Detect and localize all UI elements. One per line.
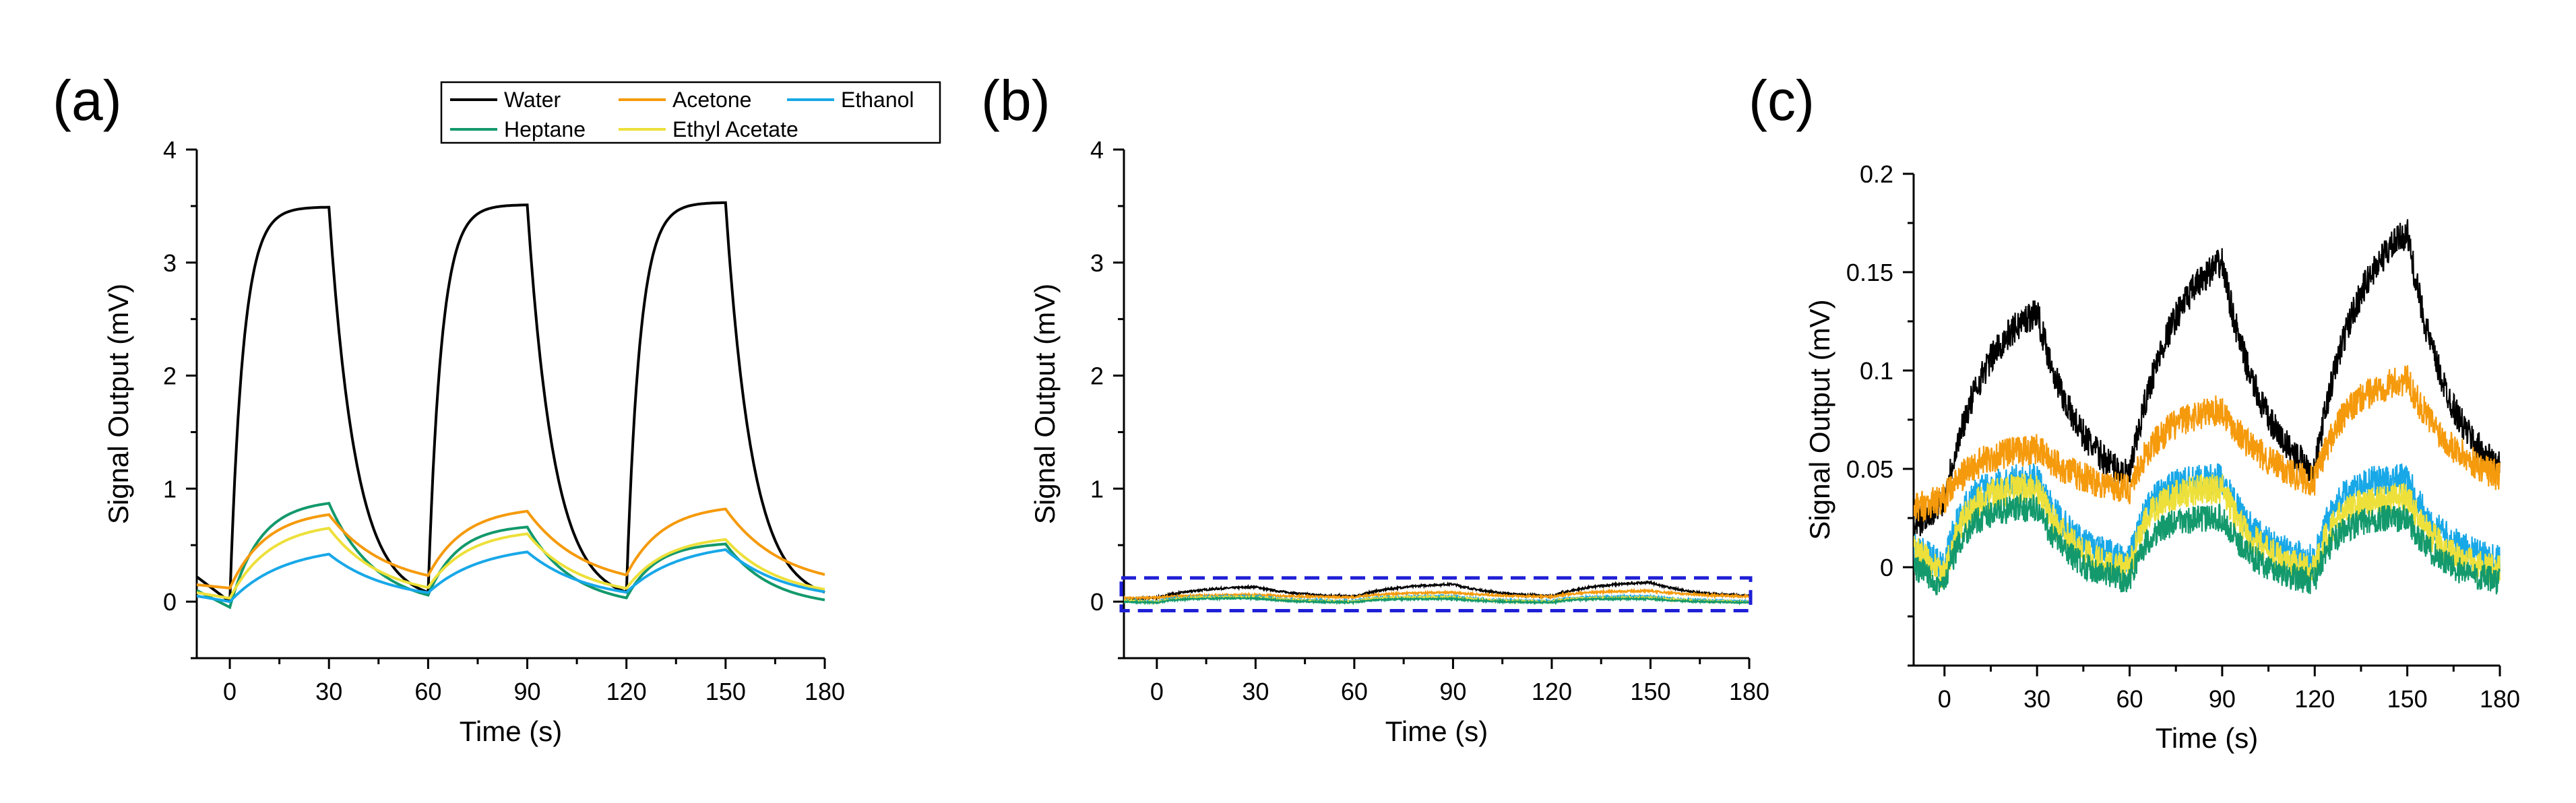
y-tick-label: 2	[163, 362, 177, 390]
series-line-acetone	[197, 507, 825, 590]
series-line-heptane	[1124, 594, 1750, 606]
x-axis-title: Time (s)	[1385, 715, 1488, 747]
y-axis-title: Signal Output (mV)	[102, 284, 134, 524]
x-tick-label: 180	[2480, 685, 2520, 713]
legend-box	[440, 81, 941, 144]
x-tick-label: 120	[2294, 685, 2335, 713]
y-tick-label: 2	[1090, 362, 1104, 390]
x-tick-label: 60	[1341, 678, 1368, 705]
series-line-acetone	[1124, 587, 1750, 601]
x-tick-label: 150	[2387, 685, 2428, 713]
y-tick-label: 0.15	[1846, 259, 1893, 286]
x-tick-label: 150	[705, 678, 746, 705]
x-tick-label: 0	[1150, 678, 1164, 705]
panel-c: (c) 0 30 60 90 120 150 180 0 0.05 0.1 0.15 0.2 Time (…	[1749, 69, 2520, 754]
x-tick-label: 30	[1242, 678, 1269, 705]
x-tick-label: 90	[2209, 685, 2236, 713]
y-tick-label: 0.1	[1860, 357, 1893, 385]
y-tick-label: 0	[1090, 588, 1104, 616]
x-tick-label: 0	[223, 678, 237, 705]
panel-label-c: (c)	[1749, 69, 1815, 132]
legend-label-acetone: Acetone	[672, 88, 751, 112]
y-axis-title: Signal Output (mV)	[1029, 284, 1061, 524]
legend-label-ethanol: Ethanol	[841, 88, 914, 112]
y-tick-label: 3	[1090, 249, 1104, 277]
x-tick-label: 180	[805, 678, 845, 705]
y-tick-label: 0	[1880, 554, 1893, 581]
series-line-heptane	[197, 501, 825, 610]
y-axis-title: Signal Output (mV)	[1804, 299, 1835, 540]
y-tick-label: 0.2	[1860, 160, 1893, 188]
x-tick-label: 30	[2023, 685, 2050, 713]
legend: Water Acetone Ethanol Heptane Ethyl Acetate	[440, 81, 941, 144]
x-tick-label: 90	[514, 678, 541, 705]
x-tick-label: 60	[414, 678, 441, 705]
x-axis-title: Time (s)	[460, 715, 562, 747]
x-tick-label: 60	[2116, 685, 2143, 713]
x-tick-label: 180	[1729, 678, 1769, 705]
x-tick-label: 0	[1938, 685, 1951, 713]
panel-a: (a) 0 30 60 90 120 150 180 0 1 2 3 4 Time (s) Signal O…	[53, 69, 845, 747]
series-line-water	[197, 201, 825, 604]
series-line-heptane	[1914, 492, 2501, 596]
x-axis-title: Time (s)	[2156, 722, 2258, 754]
x-tick-label: 120	[606, 678, 647, 705]
y-tick-label: 4	[163, 136, 177, 164]
series-line-acetone	[1914, 365, 2501, 523]
legend-label-ethylacetate: Ethyl Acetate	[672, 117, 798, 141]
y-tick-label: 3	[163, 249, 177, 277]
x-tick-label: 30	[315, 678, 342, 705]
series-line-ethylacetate	[1914, 474, 2501, 588]
y-tick-label: 1	[1090, 475, 1104, 503]
x-tick-label: 90	[1439, 678, 1466, 705]
x-tick-label: 150	[1630, 678, 1670, 705]
panel-b: (b) 0 30 60 90 120 150 180 0 1 2 3 4 Time (s) Signal O…	[981, 69, 1769, 747]
legend-label-heptane: Heptane	[504, 117, 586, 141]
x-tick-label: 120	[1532, 678, 1572, 705]
panel-label-b: (b)	[981, 69, 1050, 132]
series-line-ethanol	[197, 548, 825, 604]
legend-label-water: Water	[504, 88, 561, 112]
panel-label-a: (a)	[53, 69, 122, 132]
y-tick-label: 4	[1090, 136, 1104, 164]
zoom-box	[1119, 576, 1753, 613]
series-line-water	[1914, 219, 2501, 537]
y-tick-label: 0	[163, 588, 177, 616]
y-tick-label: 1	[163, 475, 177, 503]
series-line-water	[1124, 579, 1750, 602]
series-line-ethylacetate	[197, 526, 825, 600]
y-tick-label: 0.05	[1846, 455, 1893, 483]
